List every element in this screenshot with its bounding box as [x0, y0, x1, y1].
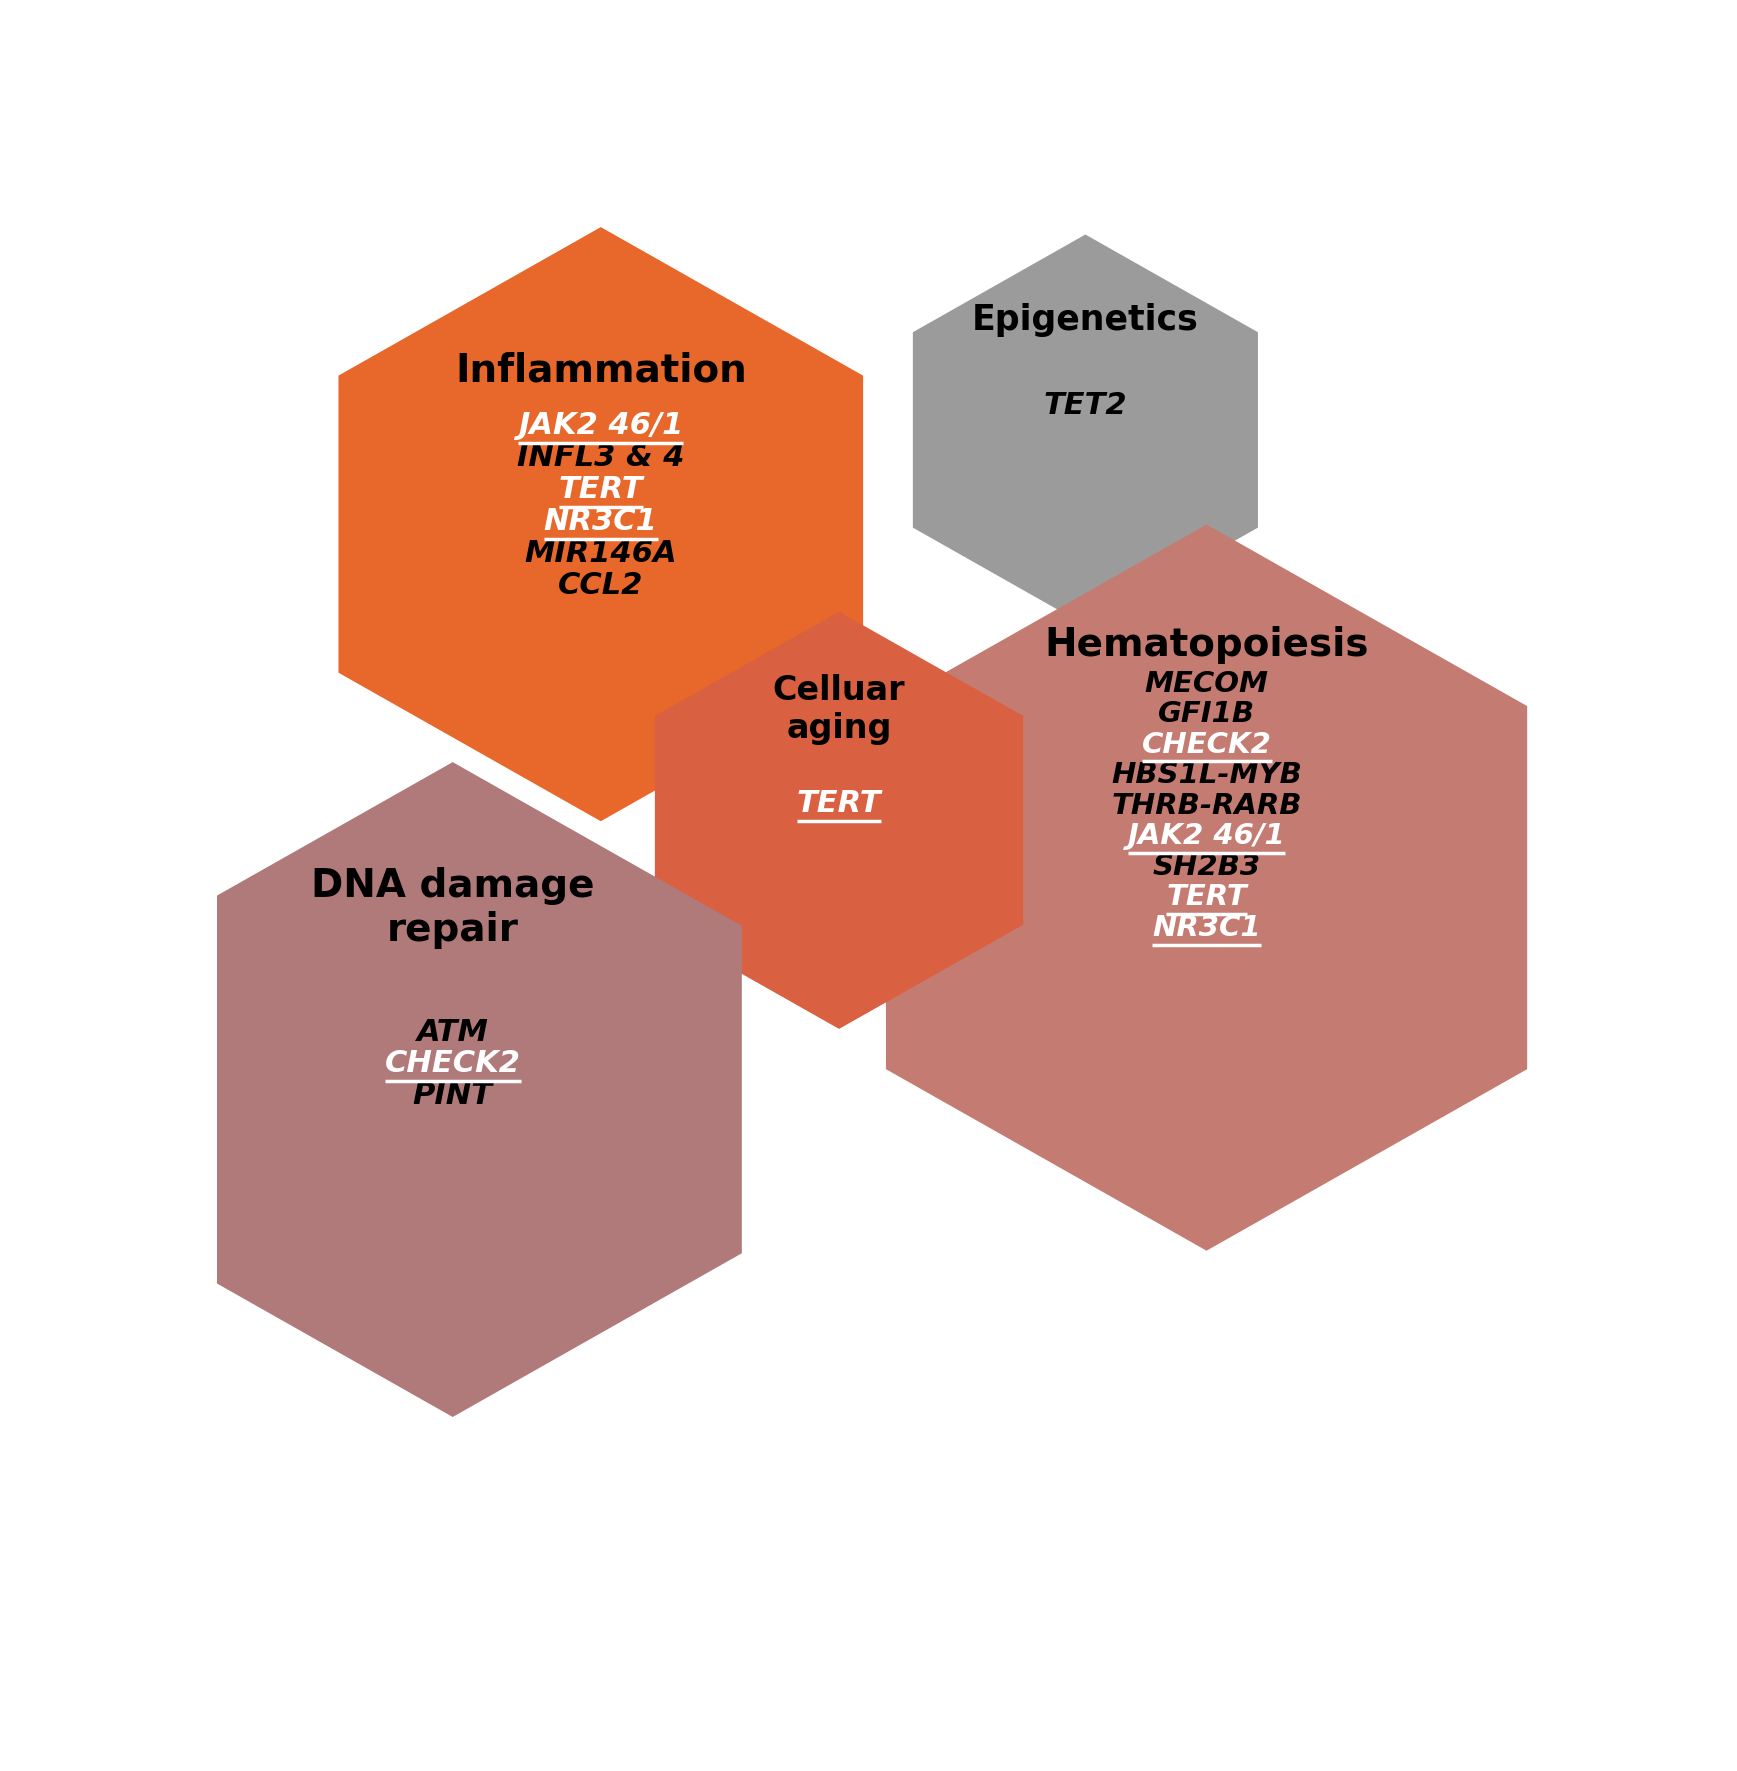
Text: MECOM: MECOM — [1145, 669, 1268, 698]
Polygon shape — [886, 524, 1527, 1250]
Text: Inflammation: Inflammation — [455, 352, 747, 390]
Text: JAK2 46/1: JAK2 46/1 — [1127, 822, 1285, 850]
Text: TET2: TET2 — [1044, 391, 1127, 420]
Text: SH2B3: SH2B3 — [1153, 854, 1261, 880]
Polygon shape — [339, 227, 863, 822]
Polygon shape — [163, 762, 742, 1417]
Text: TERT: TERT — [797, 790, 881, 818]
Text: TERT: TERT — [559, 475, 643, 505]
Text: Epigenetics: Epigenetics — [973, 303, 1199, 336]
Text: Celluar
aging: Celluar aging — [773, 675, 905, 746]
Text: GFI1B: GFI1B — [1159, 700, 1256, 728]
Text: ATM: ATM — [417, 1018, 488, 1047]
Polygon shape — [655, 611, 1023, 1029]
Polygon shape — [914, 234, 1258, 625]
Text: TERT: TERT — [1166, 884, 1247, 912]
Text: CHECK2: CHECK2 — [1141, 731, 1271, 758]
Text: MIR146A: MIR146A — [525, 538, 677, 568]
Text: CHECK2: CHECK2 — [384, 1050, 521, 1079]
Text: JAK2 46/1: JAK2 46/1 — [518, 411, 683, 441]
Text: DNA damage
repair: DNA damage repair — [311, 866, 594, 949]
Text: PINT: PINT — [413, 1082, 493, 1110]
Text: NR3C1: NR3C1 — [544, 507, 658, 537]
Text: HBS1L-MYB: HBS1L-MYB — [1112, 762, 1303, 790]
Text: INFL3 & 4: INFL3 & 4 — [518, 443, 684, 473]
Text: THRB-RARB: THRB-RARB — [1112, 792, 1301, 820]
Text: Hematopoiesis: Hematopoiesis — [1044, 627, 1369, 664]
Text: NR3C1: NR3C1 — [1152, 914, 1261, 942]
Text: CCL2: CCL2 — [558, 570, 643, 600]
